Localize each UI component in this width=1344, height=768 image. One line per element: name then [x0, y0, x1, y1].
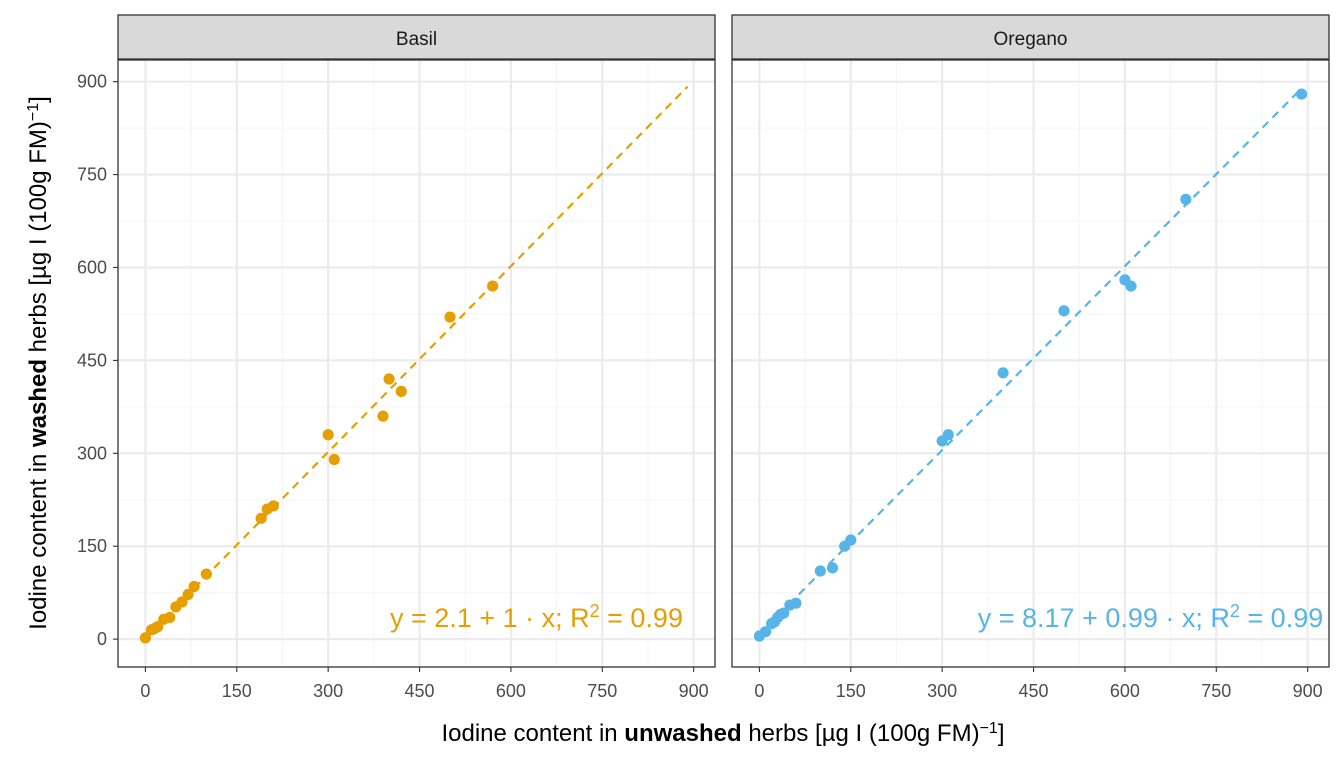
strip-label: Oregano: [994, 29, 1068, 50]
data-point: [139, 632, 152, 644]
data-point: [444, 311, 456, 323]
x-tick-label: 450: [1019, 681, 1049, 701]
strip-background: [117, 14, 716, 60]
x-tick-label: 0: [140, 681, 150, 701]
x-axis-title: Iodine content in unwashed herbs [µg I (…: [441, 720, 1004, 748]
y-tick-label: 0: [97, 629, 107, 649]
data-point: [188, 580, 200, 593]
y-tick-label: 600: [77, 257, 107, 277]
data-point: [826, 562, 839, 574]
data-point: [1125, 280, 1137, 292]
data-point: [997, 367, 1009, 379]
x-tick-label: 300: [313, 681, 343, 701]
data-point: [151, 621, 164, 633]
data-point: [322, 429, 334, 441]
data-point: [1295, 88, 1308, 100]
facet-oregano: y = 8.17 + 0.99 · x; R2 = 0.99 Oregano 0 15…: [731, 14, 1330, 701]
y-axis-title: Iodine content in washed herbs [µg I (10…: [25, 96, 53, 630]
panel-border: [117, 59, 716, 668]
data-point: [395, 385, 407, 397]
data-point: [814, 565, 826, 577]
data-point: [1058, 305, 1070, 317]
x-tick-label: 150: [222, 681, 252, 701]
data-point: [487, 280, 499, 292]
x-tick-label: 900: [1293, 681, 1323, 701]
y-tick-label: 450: [77, 350, 107, 370]
y-tick-label: 900: [77, 72, 107, 92]
y-tick-label: 150: [77, 536, 107, 556]
panel-border: [731, 59, 1330, 668]
fit-line: [144, 85, 689, 639]
data-point: [1180, 193, 1192, 205]
data-point: [200, 568, 212, 580]
x-tick-label: 150: [836, 681, 866, 701]
data-point: [383, 373, 395, 385]
y-tick-label: 750: [77, 165, 107, 185]
data-point: [176, 596, 188, 608]
x-tick-label: 900: [679, 681, 709, 701]
x-tick-label: 750: [587, 681, 617, 701]
data-point: [377, 410, 389, 422]
data-point: [790, 597, 802, 609]
strip-label: Basil: [396, 29, 437, 50]
data-point: [255, 512, 267, 524]
data-point: [182, 588, 194, 601]
regression-annotation: y = 2.1 + 1 · x; R2 = 0.99: [390, 601, 683, 633]
x-tick-label: 300: [927, 681, 957, 701]
data-point: [942, 429, 954, 441]
regression-annotation: y = 8.17 + 0.99 · x; R2 = 0.99: [978, 601, 1323, 633]
data-point: [778, 607, 790, 619]
data-point: [164, 611, 176, 624]
x-tick-label: 450: [405, 681, 435, 701]
facet-basil: y = 2.1 + 1 · x; R2 = 0.99 Basil 0 150 300 45…: [77, 14, 716, 701]
x-tick-label: 750: [1201, 681, 1231, 701]
x-tick-label: 0: [754, 681, 764, 701]
x-tick-label: 600: [1110, 681, 1140, 701]
data-point: [267, 500, 279, 512]
strip-background: [731, 14, 1330, 60]
data-point: [759, 626, 772, 638]
data-point: [845, 534, 857, 546]
y-tick-label: 300: [77, 443, 107, 463]
x-tick-label: 600: [496, 681, 526, 701]
data-point: [328, 453, 340, 466]
